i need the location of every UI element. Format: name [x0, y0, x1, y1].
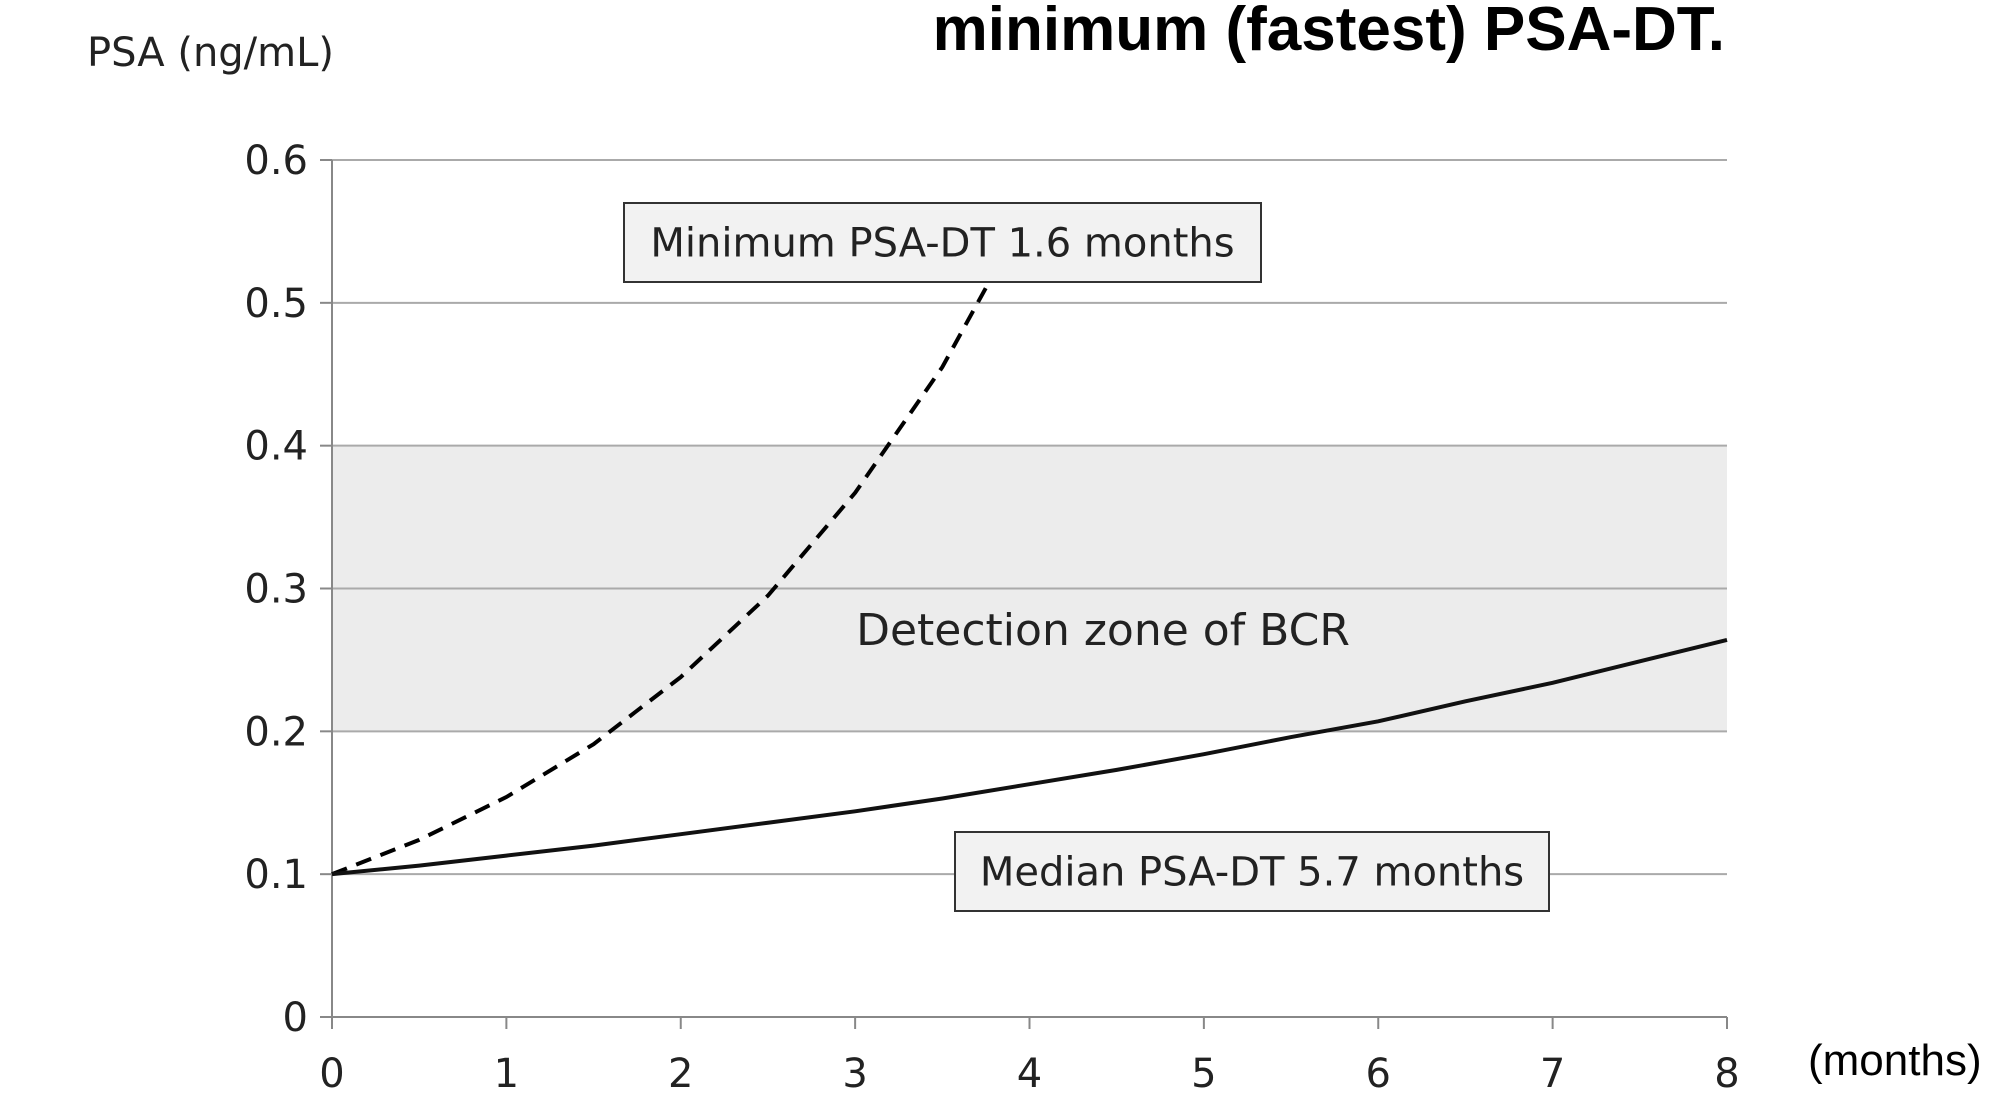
- annotation-box: [623, 202, 1262, 283]
- x-tick-label: 7: [1540, 1051, 1565, 1096]
- y-tick-label: 0.3: [244, 567, 308, 613]
- chart-title: minimum (fastest) PSA-DT.: [933, 0, 1725, 64]
- x-tick-label: 1: [494, 1051, 519, 1096]
- y-tick-label: 0.2: [244, 709, 308, 755]
- annotation-label: Minimum PSA-DT 1.6 months: [650, 221, 1234, 267]
- y-tick-label: 0.4: [244, 424, 308, 470]
- series-line: [331, 207, 1032, 877]
- y-tick-label: 0.1: [244, 852, 308, 898]
- x-tick-label: 2: [668, 1051, 693, 1096]
- x-tick-label: 6: [1366, 1051, 1391, 1096]
- y-tick-label: 0: [283, 995, 308, 1041]
- x-tick-label: 0: [319, 1051, 344, 1096]
- x-tick-label: 8: [1714, 1051, 1739, 1096]
- y-tick-label: 0.6: [244, 138, 308, 184]
- x-tick-label: 3: [842, 1051, 867, 1096]
- y-axis-label: PSA (ng/mL): [87, 30, 334, 76]
- annotation-label: Median PSA-DT 5.7 months: [980, 850, 1524, 896]
- annotation-box: [954, 831, 1550, 912]
- x-tick-label: 5: [1191, 1051, 1216, 1096]
- series-line: [331, 637, 1728, 877]
- band-label: Detection zone of BCR: [856, 605, 1350, 656]
- x-axis-label: (months): [1808, 1036, 1982, 1085]
- y-tick-label: 0.5: [244, 281, 308, 327]
- x-tick-label: 4: [1017, 1051, 1042, 1096]
